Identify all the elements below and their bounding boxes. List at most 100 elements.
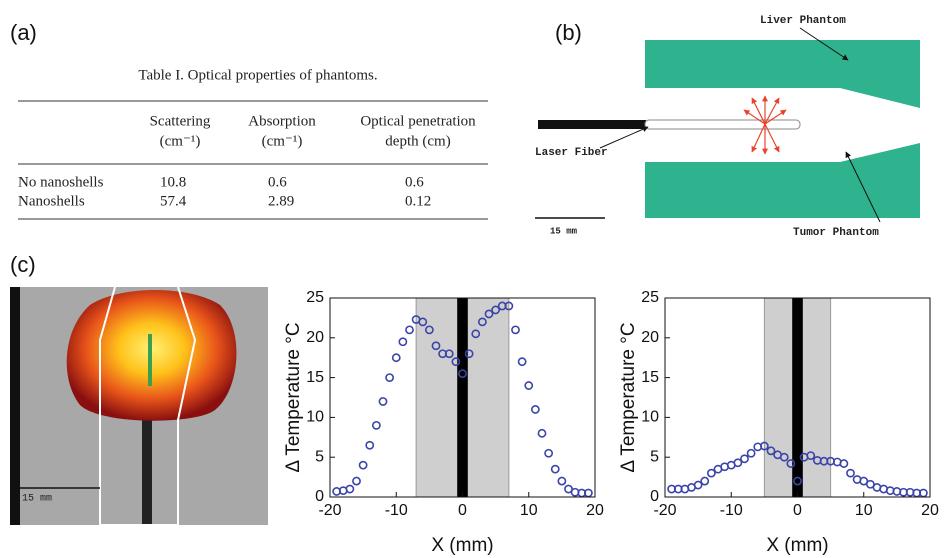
data-point	[464, 349, 474, 359]
liver-phantom-bottom	[645, 143, 920, 218]
data-point	[484, 309, 494, 319]
scale-label: 15 mm	[22, 494, 52, 505]
row-label: No nanoshells	[18, 174, 104, 190]
diagram-label: Laser Fiber	[535, 147, 608, 159]
laser-fiber	[538, 120, 646, 129]
data-point	[451, 357, 461, 367]
chart: -20 -10 0 10 20 0 5 10 15 20 25 X (mm) Δ Temperature…	[618, 289, 939, 556]
table-caption: Table I. Optical properties of phantoms.	[138, 67, 377, 83]
y-tick-label: 0	[650, 488, 659, 505]
data-point	[846, 468, 855, 478]
data-point	[766, 446, 776, 456]
y-tick-label: 10	[641, 409, 659, 426]
chart: -20 -10 0 10 20 0 5 10 15 20 25 X (mm) Δ Temperature…	[283, 289, 604, 556]
light-rays	[743, 95, 787, 155]
data-point	[471, 329, 481, 339]
data-point	[557, 476, 567, 486]
data-point	[793, 476, 802, 486]
data-point	[779, 452, 789, 462]
data-point	[431, 341, 441, 351]
shaded-band	[792, 298, 803, 497]
data-point	[371, 420, 381, 430]
data-point	[405, 325, 414, 335]
x-tick-label: 0	[793, 502, 802, 519]
data-point	[365, 440, 375, 450]
x-tick-label: 20	[921, 502, 939, 519]
data-point	[345, 484, 355, 494]
data-point	[530, 405, 540, 414]
column-header: (cm⁻¹)	[160, 133, 201, 149]
column-header: Scattering	[150, 113, 211, 129]
column-header: Absorption	[248, 113, 316, 129]
x-tick-label: 0	[458, 502, 467, 519]
cell: 0.6	[268, 174, 287, 190]
y-tick-label: 0	[315, 488, 324, 505]
x-tick-label: -20	[318, 502, 341, 519]
panel-label: (c)	[10, 252, 36, 277]
data-point	[740, 454, 749, 464]
fiber-shadow	[142, 400, 152, 525]
data-point	[537, 428, 547, 438]
data-point	[358, 460, 368, 470]
x-tick-label: -20	[653, 502, 676, 519]
cell: 2.89	[268, 193, 294, 209]
panel-label: (b)	[555, 20, 582, 45]
table: Table I. Optical properties of phantoms.…	[18, 67, 488, 220]
data-point	[550, 464, 560, 474]
data-point	[524, 381, 534, 390]
x-axis-label: X (mm)	[766, 535, 828, 556]
y-tick-label: 5	[650, 448, 659, 465]
x-tick-label: 10	[855, 502, 873, 519]
data-point	[378, 397, 388, 406]
data-point	[733, 458, 743, 468]
scale-label: 15 mm	[550, 226, 578, 236]
data-point	[398, 337, 408, 347]
data-point	[759, 441, 769, 451]
column-header: depth (cm)	[385, 133, 450, 149]
data-point	[504, 301, 514, 311]
fiber-tip	[644, 119, 801, 130]
data-point	[444, 349, 454, 359]
thermal-image: 15 mm	[10, 286, 268, 526]
panel-label: (a)	[10, 20, 37, 45]
data-point	[385, 373, 395, 382]
y-axis-label: Δ Temperature °C	[618, 322, 639, 472]
row-label: Nanoshells	[18, 193, 85, 209]
data-point	[511, 325, 520, 335]
diagram: Liver Phantom Laser Fiber Tumor Phantom …	[535, 15, 920, 239]
data-point	[746, 448, 756, 458]
data-point	[458, 369, 467, 379]
pointer	[799, 27, 849, 61]
diagram-label: Tumor Phantom	[793, 227, 879, 239]
data-point	[700, 476, 710, 486]
column-header: (cm⁻¹)	[262, 133, 303, 149]
tumor-outline	[99, 286, 197, 526]
data-point	[352, 476, 361, 486]
column-header: Optical penetration	[360, 113, 476, 129]
diagram-label: Liver Phantom	[760, 15, 846, 27]
data-point	[839, 459, 849, 468]
data-point	[693, 480, 703, 490]
x-tick-label: -10	[385, 502, 408, 519]
data-point	[418, 317, 428, 327]
cell: 0.12	[405, 193, 431, 209]
pointer	[845, 151, 881, 223]
data-point	[491, 305, 501, 315]
y-tick-label: 20	[641, 329, 659, 346]
data-point	[806, 451, 816, 461]
y-tick-label: 25	[306, 289, 324, 306]
cell: 0.6	[405, 174, 424, 190]
y-tick-label: 10	[306, 409, 324, 426]
x-tick-label: -10	[720, 502, 743, 519]
data-point	[706, 468, 716, 478]
x-axis-label: X (mm)	[431, 535, 493, 556]
cell: 57.4	[160, 193, 187, 209]
y-tick-label: 15	[306, 369, 324, 386]
cell: 10.8	[160, 174, 186, 190]
liver-phantom-top	[645, 40, 920, 108]
data-point	[424, 325, 434, 335]
data-point	[544, 448, 554, 458]
data-point	[391, 353, 401, 363]
image-edge	[10, 287, 20, 525]
